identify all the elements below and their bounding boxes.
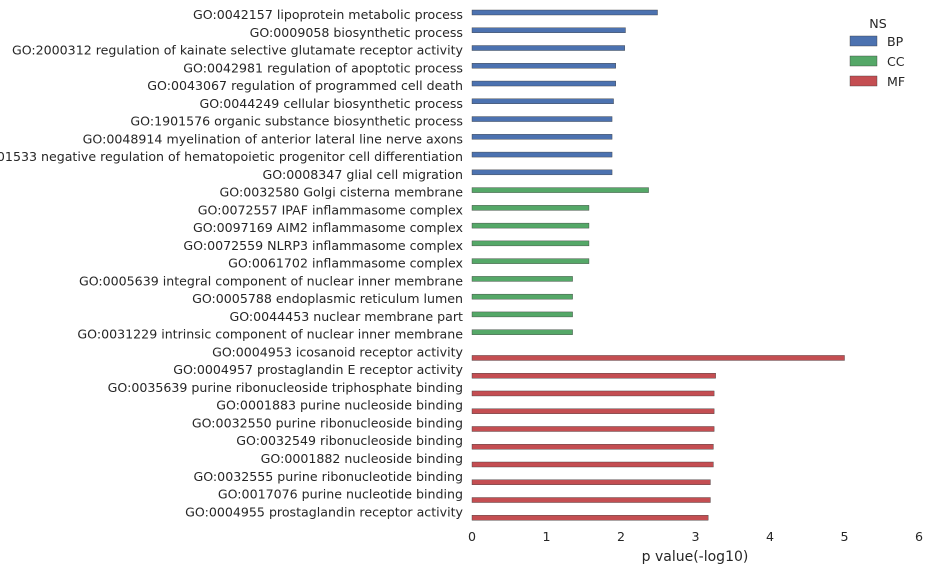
- bar-mf: [471, 390, 715, 397]
- bar-mf: [471, 479, 711, 485]
- category-label: GO:0042981 regulation of apoptotic proce…: [183, 60, 463, 75]
- x-axis: 0 1 2 3 4 5 6: [468, 529, 923, 544]
- bar-cc: [471, 258, 590, 264]
- legend-label-cc: CC: [887, 54, 905, 69]
- category-label: GO:0001882 nucleoside binding: [261, 451, 463, 466]
- category-label: GO:0032580 Golgi cisterna membrane: [220, 185, 464, 200]
- bar-mf: [471, 515, 709, 521]
- bar-cc: [471, 293, 573, 300]
- category-label: GO:0072559 NLRP3 inflammasome complex: [183, 238, 463, 253]
- bar-cc: [471, 222, 590, 229]
- category-label: GO:0032550 purine ribonucleoside binding: [192, 415, 463, 430]
- legend-label-mf: MF: [887, 74, 905, 89]
- bar-mf: [471, 461, 714, 468]
- category-label: GO:0035639 purine ribonucleoside triphos…: [108, 380, 463, 395]
- bar-bp: [471, 27, 626, 33]
- category-label: GO:2000312 regulation of kainate selecti…: [12, 43, 464, 58]
- legend-swatch-cc: [849, 55, 878, 67]
- bar-mf: [471, 444, 714, 450]
- category-label: GO:0043067 regulation of programmed cell…: [147, 78, 463, 93]
- category-label: GO:0032549 ribonucleoside binding: [236, 433, 463, 448]
- bar-mf: [471, 497, 711, 503]
- x-tick-label: 6: [915, 529, 923, 544]
- bar-mf: [471, 373, 716, 379]
- x-tick-label: 5: [840, 529, 848, 544]
- category-label: GO:0005788 endoplasmic reticulum lumen: [192, 291, 463, 306]
- bar-bp: [471, 45, 625, 51]
- category-label: GO:0061702 inflammasome complex: [228, 256, 463, 271]
- x-tick-label: 1: [542, 529, 550, 544]
- category-label: GO:0004955 prostaglandin receptor activi…: [185, 504, 463, 519]
- category-label: GO:0008347 glial cell migration: [263, 167, 463, 182]
- bars: [471, 9, 845, 521]
- bar-bp: [471, 80, 616, 87]
- bar-cc: [471, 276, 573, 282]
- bar-bp: [471, 134, 613, 140]
- legend-swatch-bp: [849, 35, 878, 47]
- bar-cc: [471, 187, 649, 193]
- category-label: GO:0009058 biosynthetic process: [250, 25, 463, 40]
- category-label: GO:0044453 nuclear membrane part: [229, 309, 463, 324]
- x-axis-label: p value(-log10): [642, 549, 749, 565]
- category-label: GO:0048914 myelination of anterior later…: [83, 131, 463, 146]
- category-label: GO:0031229 intrinsic component of nuclea…: [77, 327, 463, 342]
- category-labels: GO:0042157 lipoprotein metabolic process…: [0, 7, 464, 519]
- legend-swatch-mf: [849, 75, 878, 87]
- category-label: GO:0017076 purine nucleotide binding: [218, 487, 463, 502]
- bar-cc: [471, 329, 573, 335]
- category-label: GO:0001883 purine nucleoside binding: [216, 398, 463, 413]
- bar-cc: [471, 240, 590, 247]
- category-label: GO:1901533 negative regulation of hemato…: [0, 149, 463, 164]
- category-label: GO:1901576 organic substance biosyntheti…: [130, 114, 463, 129]
- bar-bp: [471, 116, 613, 122]
- x-tick-label: 2: [617, 529, 625, 544]
- legend-title: NS: [869, 16, 886, 31]
- category-label: GO:0004957 prostaglandin E receptor acti…: [173, 362, 463, 377]
- x-tick-label: 4: [766, 529, 774, 544]
- category-label: GO:0005639 integral component of nuclear…: [79, 273, 463, 288]
- bar-mf: [471, 408, 715, 414]
- x-tick-label: 3: [691, 529, 699, 544]
- bar-bp: [471, 9, 658, 16]
- category-label: GO:0042157 lipoprotein metabolic process: [193, 7, 463, 22]
- bar-cc: [471, 311, 573, 318]
- category-label: GO:0044249 cellular biosynthetic process: [200, 96, 463, 111]
- bar-bp: [471, 169, 613, 176]
- bar-bp: [471, 63, 616, 69]
- bar-bp: [471, 151, 613, 158]
- category-label: GO:0032555 purine ribonucleotide binding: [193, 469, 463, 484]
- category-label: GO:0097169 AIM2 inflammasome complex: [193, 220, 464, 235]
- category-label: GO:0072557 IPAF inflammasome complex: [198, 202, 464, 217]
- bar-mf: [471, 426, 715, 432]
- legend-label-bp: BP: [887, 34, 904, 49]
- bar-mf: [471, 355, 845, 361]
- bar-bp: [471, 98, 614, 105]
- bar-cc: [471, 205, 590, 211]
- category-label: GO:0004953 icosanoid receptor activity: [212, 344, 463, 359]
- x-tick-label: 0: [468, 529, 476, 544]
